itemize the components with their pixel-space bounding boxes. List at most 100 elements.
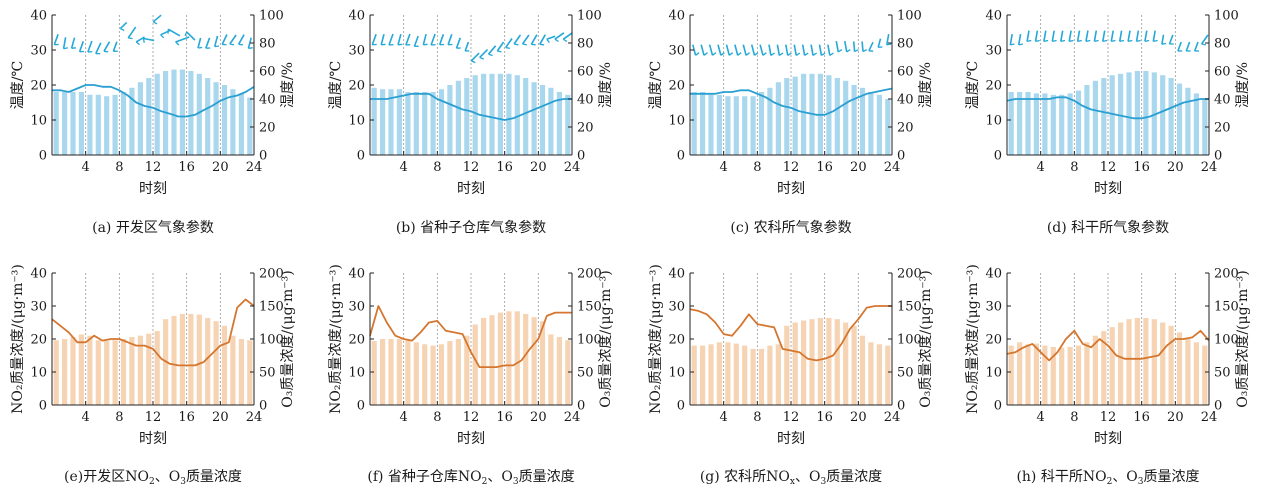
wind-feather (1010, 43, 1015, 46)
left-tick-label: 30 (668, 300, 685, 315)
bar (742, 345, 748, 405)
x-tick-label: 16 (496, 160, 513, 175)
bar (497, 312, 503, 405)
right-tick-label: 40 (577, 93, 594, 108)
wind-barb (1135, 30, 1141, 43)
wind-shaft (844, 40, 848, 53)
bar (196, 314, 202, 405)
bar (1134, 317, 1140, 405)
wind-shaft (1168, 34, 1174, 45)
bar (129, 87, 135, 155)
wind-shaft (1085, 30, 1089, 42)
wind-barb (397, 33, 403, 46)
wind-feather (1069, 39, 1074, 43)
wind-barb (521, 34, 530, 46)
wind-shaft (768, 44, 772, 56)
right-tick-label: 50 (1214, 366, 1231, 381)
x-tick-label: 12 (1100, 160, 1117, 175)
bar (750, 348, 756, 405)
wind-barb (1043, 30, 1049, 43)
wind-barb (554, 32, 565, 43)
wind-shaft (371, 34, 377, 45)
right-tick-label: 50 (259, 366, 276, 381)
wind-feather (1035, 39, 1040, 43)
left-tick-label: 0 (357, 149, 365, 164)
wind-barb (1076, 30, 1082, 43)
bar (438, 89, 445, 155)
left-tick-label: 10 (30, 366, 47, 381)
wind-feather (1026, 39, 1032, 43)
left-tick-label: 20 (985, 333, 1002, 348)
wind-shaft (229, 34, 237, 45)
wind-barb (1118, 30, 1125, 43)
wind-feather (712, 52, 717, 56)
wind-shaft (388, 33, 394, 46)
x-tick-label: 12 (783, 410, 800, 425)
wind-shaft (692, 44, 697, 56)
right-tick-label: 50 (577, 366, 594, 381)
bar (733, 343, 739, 405)
wind-shaft (1135, 30, 1140, 42)
bar (388, 89, 394, 155)
wind-shaft (470, 52, 480, 62)
bar (801, 73, 807, 155)
caption-part: (e)开发区NO (64, 469, 149, 485)
bar (775, 344, 781, 405)
bar (380, 89, 386, 155)
bar (885, 99, 891, 155)
right-tick-label: 200 (897, 267, 922, 282)
wind-shaft (827, 44, 831, 56)
bar (137, 82, 143, 155)
bar (716, 94, 722, 155)
x-tick-label: 24 (246, 410, 263, 425)
right-tick-label: 200 (1214, 267, 1239, 282)
wind-barb (717, 44, 725, 56)
right-axis-label: O₃质量浓度/(μg·m⁻³) (918, 270, 934, 408)
wind-feather (745, 52, 750, 56)
panel-caption: (h) 科干所NO2、O3质量浓度 (1016, 469, 1199, 487)
wind-shaft (103, 41, 111, 52)
wind-feather (505, 46, 511, 50)
bar (1092, 80, 1098, 155)
bar (700, 345, 706, 405)
panel-b: 0 10 20 30 40 0 20 40 60 80 100 4 8 12 16 20 24 时刻 温度/℃ 湿度/… (328, 9, 614, 237)
bar (1017, 92, 1023, 155)
wind-barb (388, 33, 394, 46)
right-tick-label: 80 (897, 37, 914, 52)
bar (859, 335, 866, 405)
wind-barb (759, 44, 767, 56)
bar (1134, 71, 1140, 155)
left-tick-label: 30 (348, 300, 365, 315)
wind-feather (197, 46, 203, 49)
wind-barb (725, 44, 734, 56)
panel-caption: (f) 省种子仓库NO2、O3质量浓度 (367, 469, 574, 487)
wind-shaft (197, 37, 202, 49)
wind-shaft (776, 44, 781, 56)
wind-feather (103, 50, 109, 53)
wind-barb (818, 44, 826, 56)
wind-shaft (1093, 30, 1098, 42)
x-axis-label: 时刻 (777, 181, 805, 197)
x-axis-label: 时刻 (139, 431, 167, 447)
wind-feather (488, 53, 493, 57)
bar (62, 92, 68, 155)
bar (205, 317, 211, 405)
bar (742, 96, 748, 155)
wind-barb (70, 37, 76, 49)
bar (708, 344, 714, 405)
left-tick-label: 0 (357, 399, 365, 414)
caption-subscript: 3 (1138, 477, 1144, 487)
right-tick-label: 80 (577, 37, 594, 52)
bar (876, 94, 882, 155)
bar (1033, 93, 1039, 155)
left-axis-label: NO₂质量浓度/(μg·m⁻³) (648, 264, 664, 414)
wind-shaft (759, 44, 764, 56)
wind-feather (1161, 42, 1167, 45)
wind-shaft (530, 34, 538, 45)
x-tick-label: 16 (816, 160, 833, 175)
bar (405, 92, 411, 155)
x-tick-label: 4 (400, 160, 408, 175)
wind-feather (522, 43, 527, 46)
right-tick-label: 100 (259, 333, 284, 348)
left-tick-label: 30 (668, 44, 685, 59)
